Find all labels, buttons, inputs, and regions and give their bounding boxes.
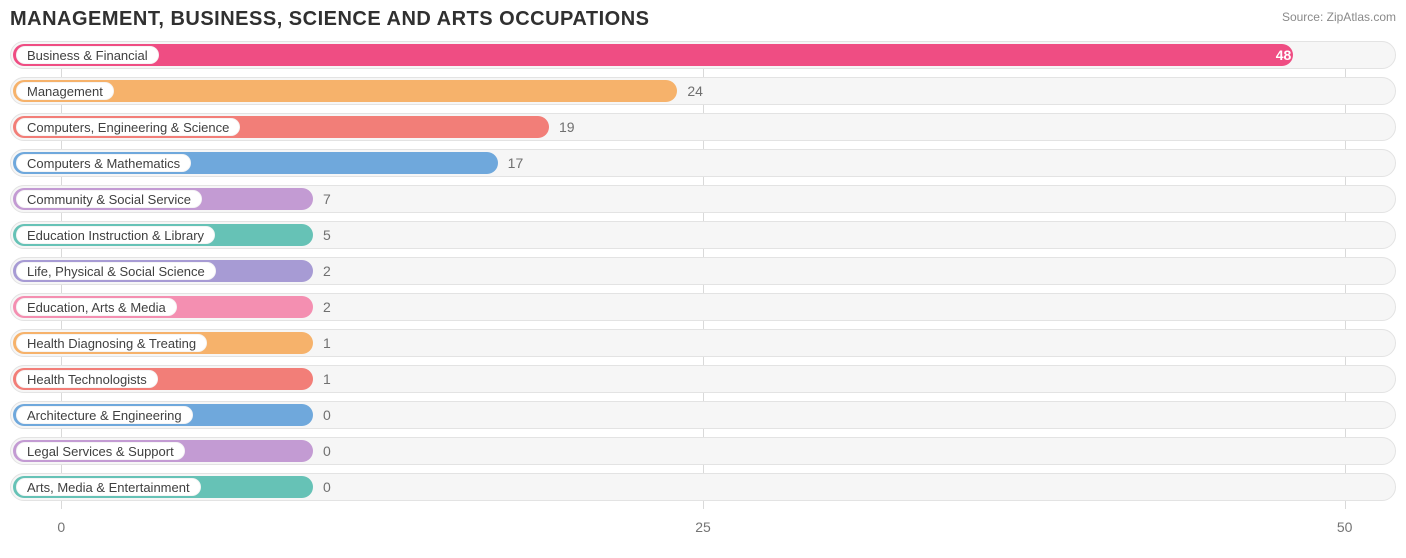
bar-row: Health Diagnosing & Treating 1	[10, 329, 1396, 357]
bar-rows: Business & Financial 48 Management 24 Comput…	[10, 41, 1396, 501]
bar-label: Computers & Mathematics	[16, 154, 191, 172]
bar-row: Computers, Engineering & Science 19	[10, 113, 1396, 141]
x-axis: 0 25 50	[10, 513, 1396, 535]
bar-value: 5	[323, 221, 331, 249]
x-tick-label: 0	[57, 519, 65, 535]
chart-title: MANAGEMENT, BUSINESS, SCIENCE AND ARTS O…	[10, 8, 649, 31]
bar-value: 0	[323, 401, 331, 429]
source-prefix: Source:	[1282, 10, 1323, 24]
bar-label: Arts, Media & Entertainment	[16, 478, 201, 496]
x-tick-label: 50	[1337, 519, 1353, 535]
bar-row: Arts, Media & Entertainment 0	[10, 473, 1396, 501]
bar-row: Business & Financial 48	[10, 41, 1396, 69]
bar-row: Education Instruction & Library 5	[10, 221, 1396, 249]
bar-row: Legal Services & Support 0	[10, 437, 1396, 465]
source-site: ZipAtlas.com	[1327, 10, 1396, 24]
bar-value: 1	[323, 365, 331, 393]
bar-row: Community & Social Service 7	[10, 185, 1396, 213]
x-tick-label: 25	[695, 519, 711, 535]
bar-value: 1	[323, 329, 331, 357]
bar-row: Computers & Mathematics 17	[10, 149, 1396, 177]
bar-label: Legal Services & Support	[16, 442, 185, 460]
source-attribution: Source: ZipAtlas.com	[1282, 8, 1396, 24]
bar-label: Management	[16, 82, 114, 100]
bar-value: 0	[323, 437, 331, 465]
bar-row: Architecture & Engineering 0	[10, 401, 1396, 429]
bar-value: 17	[508, 149, 524, 177]
bar-label: Education Instruction & Library	[16, 226, 215, 244]
bar-value: 24	[687, 77, 703, 105]
bar-value: 7	[323, 185, 331, 213]
bar-label: Business & Financial	[16, 46, 159, 64]
bar-value: 19	[559, 113, 575, 141]
bar-label: Community & Social Service	[16, 190, 202, 208]
bar-value: 48	[1263, 41, 1291, 69]
chart: Business & Financial 48 Management 24 Comput…	[10, 41, 1396, 535]
bar-label: Computers, Engineering & Science	[16, 118, 240, 136]
bar-row: Health Technologists 1	[10, 365, 1396, 393]
bar-value: 0	[323, 473, 331, 501]
bar	[13, 44, 1293, 66]
bar-label: Life, Physical & Social Science	[16, 262, 216, 280]
bar-row: Life, Physical & Social Science 2	[10, 257, 1396, 285]
bar-row: Education, Arts & Media 2	[10, 293, 1396, 321]
bar-label: Education, Arts & Media	[16, 298, 177, 316]
chart-header: MANAGEMENT, BUSINESS, SCIENCE AND ARTS O…	[10, 8, 1396, 31]
bar-label: Health Diagnosing & Treating	[16, 334, 207, 352]
bar-row: Management 24	[10, 77, 1396, 105]
bar-value: 2	[323, 257, 331, 285]
bar-label: Health Technologists	[16, 370, 158, 388]
bar-value: 2	[323, 293, 331, 321]
bar-label: Architecture & Engineering	[16, 406, 193, 424]
